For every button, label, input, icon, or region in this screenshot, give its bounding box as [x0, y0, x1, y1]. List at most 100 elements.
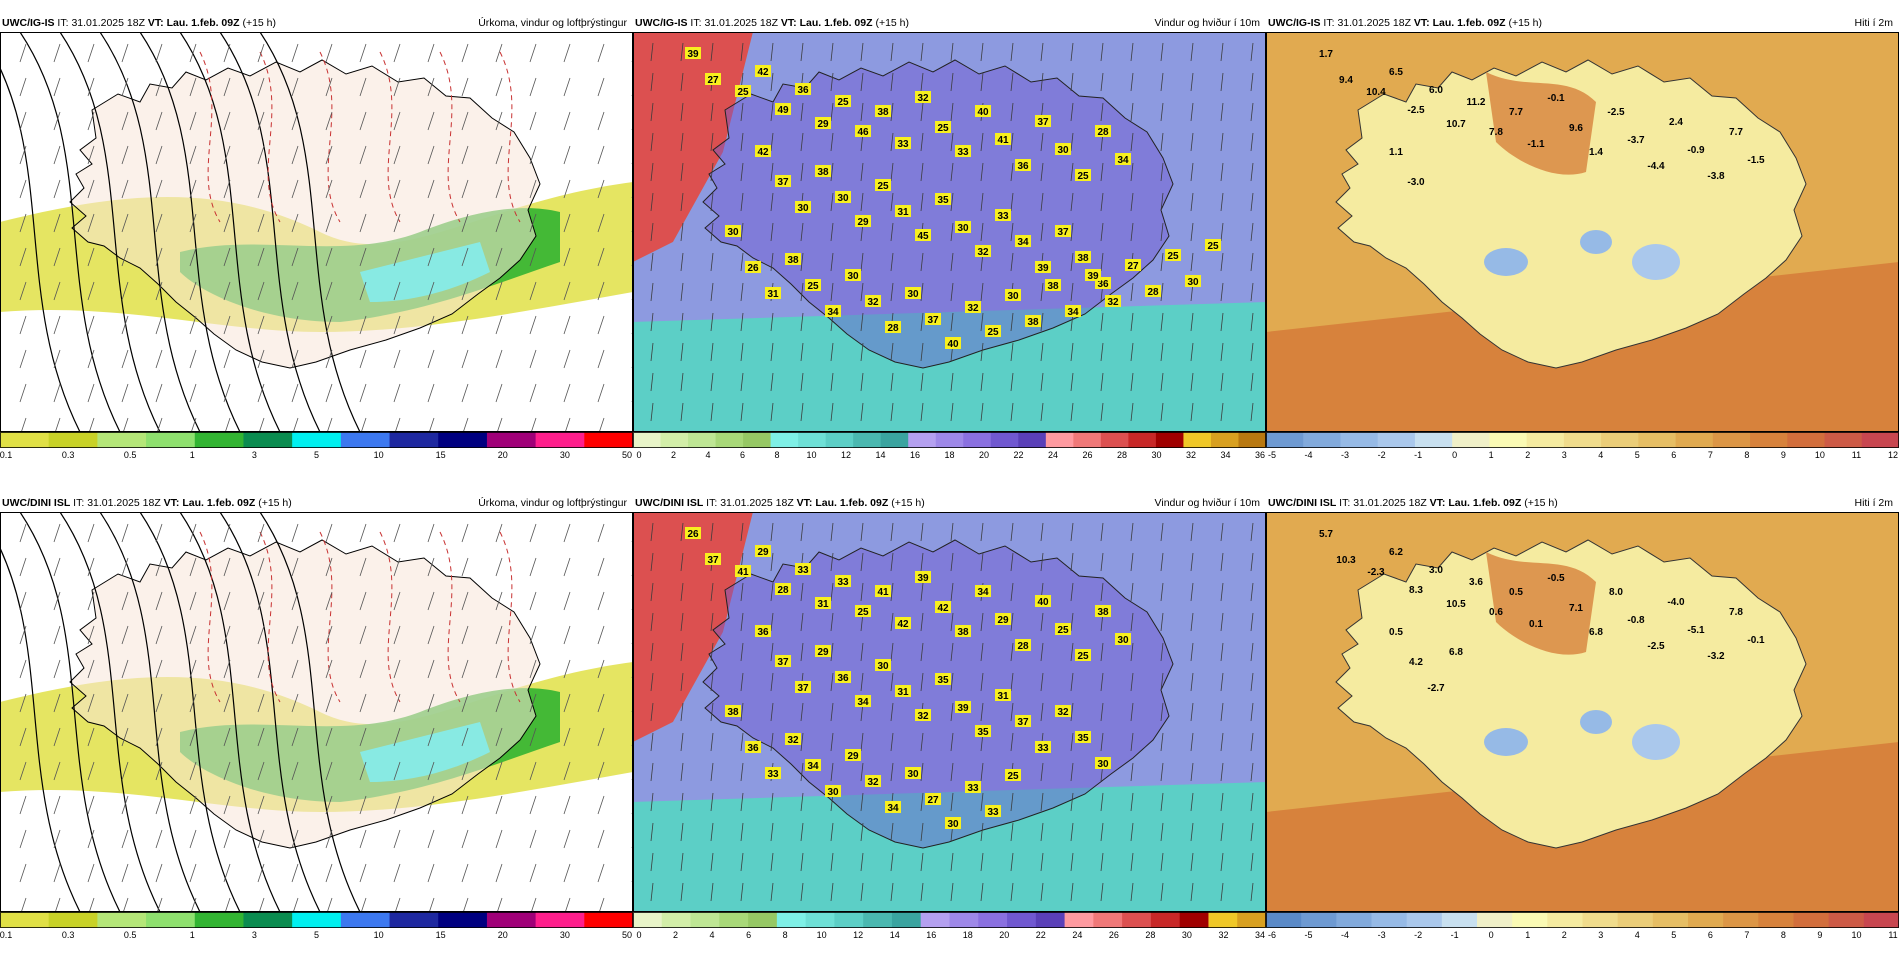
wind-arrow: [1070, 42, 1074, 62]
value-label: 25: [837, 97, 849, 108]
scale-tick-label: 10: [373, 930, 384, 940]
wind-arrow: [920, 162, 924, 182]
vt-label: VT:: [780, 17, 797, 29]
wind-barb: [325, 591, 333, 611]
value-label: 41: [877, 587, 889, 598]
wind-arrow: [1070, 642, 1074, 662]
value-label: 31: [897, 687, 909, 698]
wind-barb: [291, 795, 299, 815]
wind-barb: [427, 727, 435, 747]
wind-arrow: [830, 702, 834, 722]
wind-barb: [495, 43, 503, 63]
wind-arrow: [950, 642, 954, 662]
wind-arrow: [1220, 522, 1224, 542]
wind-arrow: [740, 792, 744, 812]
color-scale-ticks: 0.1 0.3 0.5 1 3 5 10 15 20 30 50: [0, 930, 633, 942]
scale-tick-label: 11: [1851, 450, 1862, 460]
value-label: 38: [787, 255, 799, 266]
wind-barb: [155, 383, 163, 403]
wind-barb: [155, 179, 163, 199]
lead-time: (+15 h): [242, 17, 277, 29]
wind-barb: [257, 625, 265, 645]
wind-arrow: [650, 552, 654, 572]
wind-barb: [461, 281, 469, 301]
wind-arrow: [1250, 702, 1254, 722]
wind-barb: [291, 111, 299, 131]
value-label: 29: [997, 615, 1009, 626]
color-scale-segment: [908, 432, 937, 448]
wind-arrow: [920, 402, 924, 422]
wind-arrow: [920, 282, 924, 302]
wind-arrow: [770, 522, 774, 542]
wind-barb: [563, 77, 571, 97]
panel-title: Vindur og hviður í 10m: [1154, 497, 1260, 509]
it-value: 31.01.2025 18Z: [1353, 497, 1427, 509]
wind-label-box: [795, 83, 811, 95]
wind-arrow: [1190, 372, 1194, 392]
wind-arrow: [800, 732, 804, 752]
color-scale-segment: [243, 912, 293, 928]
wind-arrow: [1100, 822, 1104, 842]
scale-tick-label: -3: [1341, 450, 1350, 460]
value-label: 37: [797, 683, 809, 694]
wind-barb: [291, 281, 299, 301]
wind-barb: [530, 897, 537, 912]
wind-barb: [529, 145, 537, 165]
wind-arrow: [950, 882, 954, 902]
wind-arrow: [1130, 282, 1134, 302]
scale-tick-label: 7: [1707, 450, 1713, 460]
wind-label-box: [1055, 225, 1071, 237]
wind-arrow: [890, 612, 894, 632]
wind-arrow: [830, 732, 834, 752]
wind-arrow: [740, 882, 744, 902]
value-label: 34: [1017, 237, 1029, 248]
value-label: 37: [707, 555, 719, 566]
wind-arrow: [1250, 372, 1254, 392]
vt-value: Lau. 1.feb. 09Z: [799, 17, 873, 29]
wind-arrow: [860, 522, 864, 542]
wind-barb: [393, 349, 401, 369]
wind-arrow: [890, 132, 894, 152]
wind-arrow: [1250, 72, 1254, 92]
value-label: 37: [777, 177, 789, 188]
wind-barb: [325, 557, 333, 577]
wind-arrow: [830, 42, 834, 62]
scale-tick-label: 20: [999, 930, 1010, 940]
value-label: 38: [877, 107, 889, 118]
color-scale-frame: [633, 912, 1266, 928]
wind-label-box: [1065, 305, 1081, 317]
scale-tick-label: 1: [189, 450, 195, 460]
wind-arrow: [1130, 582, 1134, 602]
wind-arrow: [1040, 702, 1044, 722]
wind-arrow: [860, 282, 864, 302]
wind-arrow: [770, 612, 774, 632]
wind-barb: [257, 863, 265, 883]
wind-arrow: [1250, 792, 1254, 812]
wind-label-box: [1125, 259, 1141, 271]
isobar-line: [99, 512, 201, 912]
scale-tick-label: 22: [1035, 930, 1046, 940]
wind-arrow: [710, 702, 714, 722]
color-scale-segment: [1526, 432, 1565, 448]
wind-barb: [359, 591, 367, 611]
vt-label: VT:: [147, 17, 164, 29]
temperature-contour: [379, 531, 401, 703]
panel-title: Vindur og hviður í 10m: [1154, 17, 1260, 29]
value-label: -3.2: [1707, 651, 1725, 662]
wind-barb: [326, 897, 333, 912]
wind-barb: [393, 591, 401, 611]
wind-arrow: [680, 582, 684, 602]
scale-tick-label: 50: [621, 930, 633, 940]
wind-arrow: [800, 132, 804, 152]
wind-arrow: [830, 522, 834, 542]
value-label: 25: [877, 181, 889, 192]
scale-tick-label: 3: [251, 930, 257, 940]
value-label: 34: [1117, 155, 1129, 166]
wind-arrow: [710, 822, 714, 842]
wind-barb: [598, 417, 605, 432]
scale-tick-label: 0: [1488, 930, 1494, 940]
wind-arrow: [1220, 852, 1224, 872]
lead-time: (+15 h): [1508, 17, 1543, 29]
wind-arrow: [920, 312, 924, 332]
wind-barb: [189, 315, 197, 335]
